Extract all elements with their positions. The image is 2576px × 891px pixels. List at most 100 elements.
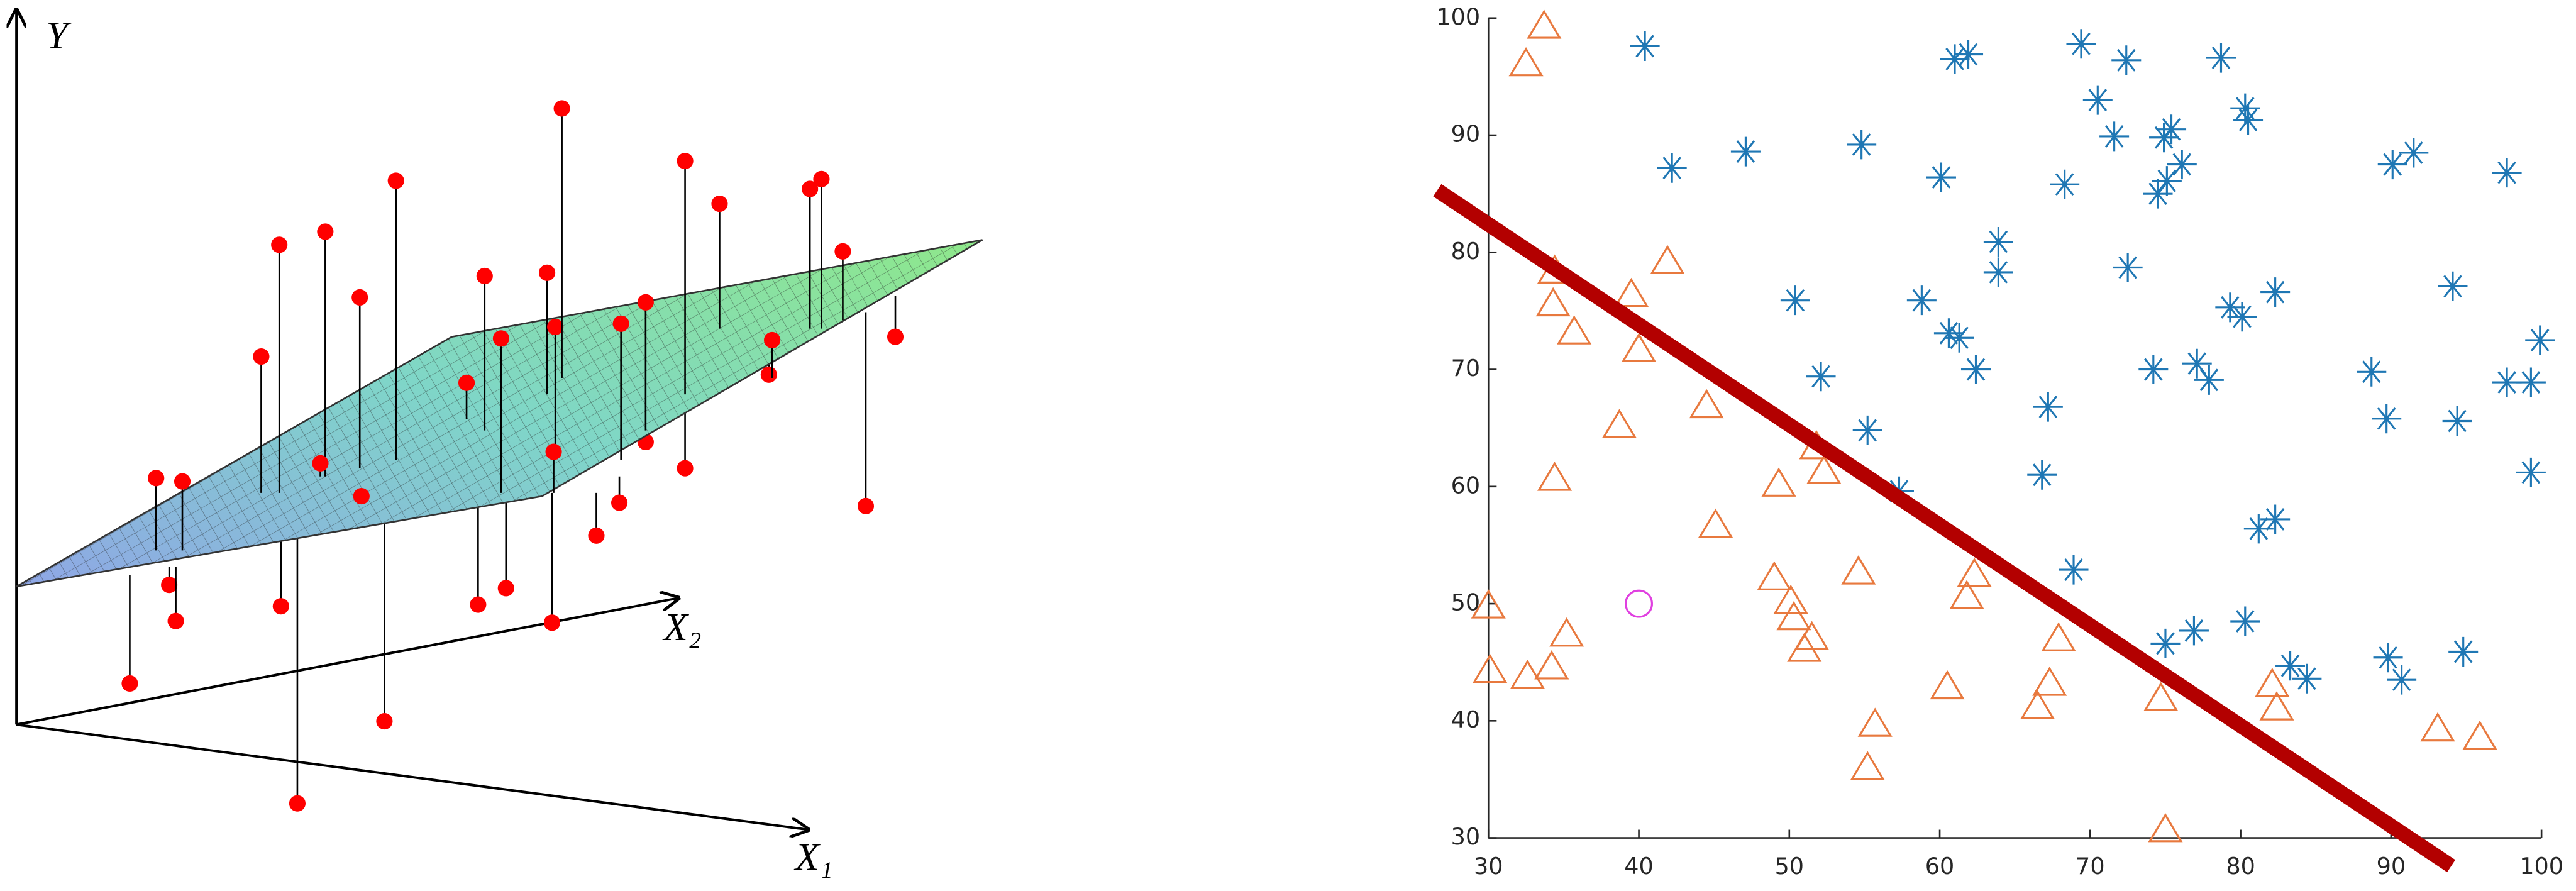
y-tick-label: 90 — [1451, 121, 1481, 148]
asterisk-point — [1906, 285, 1937, 316]
query-point — [1625, 589, 1654, 618]
asterisk-point — [2357, 357, 2387, 387]
x-tick-label: 80 — [2226, 853, 2255, 880]
asterisk-point — [1944, 323, 1974, 353]
asterisk-point — [2260, 504, 2291, 534]
asterisk-point — [1983, 227, 2013, 257]
asterisk-point — [2492, 367, 2522, 397]
point — [611, 494, 628, 511]
point — [545, 443, 562, 460]
x2-label: X₂ — [662, 605, 702, 649]
asterisk-point — [2033, 392, 2063, 422]
asterisk-point — [1940, 44, 1970, 74]
x-tick-label: 100 — [2519, 853, 2563, 880]
asterisk-point — [2292, 663, 2322, 694]
y-tick-label: 60 — [1451, 472, 1481, 499]
asterisk-point — [1806, 362, 1836, 392]
point — [539, 264, 556, 281]
asterisk-point — [2260, 277, 2291, 307]
asterisk-point — [2182, 348, 2212, 379]
point — [612, 315, 629, 332]
asterisk-point — [2157, 114, 2187, 145]
point — [271, 236, 288, 253]
triangle-point — [1850, 751, 1885, 780]
point — [497, 580, 514, 597]
x-tick-label: 50 — [1775, 853, 1805, 880]
point — [121, 675, 138, 692]
asterisk-point — [2230, 606, 2260, 636]
x-tick-label: 40 — [1624, 853, 1654, 880]
triangle-point — [2020, 690, 2055, 719]
triangle-point — [1549, 617, 1584, 647]
triangle-point — [1794, 621, 1830, 650]
y-label: Y — [46, 13, 72, 57]
point — [351, 289, 368, 306]
asterisk-point — [2167, 150, 2197, 180]
point — [588, 527, 605, 544]
point — [857, 497, 875, 514]
asterisk-point — [2059, 555, 2089, 585]
point — [887, 328, 904, 345]
triangle-point — [1621, 333, 1657, 362]
asterisk-point — [1630, 31, 1660, 61]
triangle-point — [1527, 9, 1562, 39]
asterisk-point — [2152, 166, 2182, 196]
point — [376, 713, 393, 730]
triangle-point — [1806, 455, 1842, 484]
asterisk-point — [2230, 93, 2260, 123]
point — [677, 460, 694, 477]
triangle-point — [1761, 467, 1796, 497]
triangle-point — [1857, 707, 1893, 737]
point — [711, 195, 728, 213]
point — [353, 488, 370, 505]
asterisk-point — [2233, 105, 2264, 135]
asterisk-point — [1780, 285, 1810, 316]
asterisk-point — [1983, 257, 2013, 287]
triangle-point — [1535, 287, 1571, 317]
triangle-point — [1534, 650, 1569, 680]
point — [312, 455, 329, 472]
triangle-point — [1957, 557, 1992, 587]
asterisk-point — [2227, 302, 2257, 332]
y-tick-label: 80 — [1451, 238, 1481, 265]
triangle-point — [1698, 508, 1733, 538]
point — [813, 170, 830, 187]
point — [834, 243, 851, 260]
y-tick-label: 40 — [1451, 706, 1481, 733]
asterisk-point — [2206, 43, 2236, 73]
point — [253, 348, 270, 365]
triangle-point — [2032, 667, 2067, 696]
triangle-point — [2041, 622, 2076, 651]
triangle-point — [1601, 409, 1637, 438]
point — [174, 473, 191, 490]
point — [476, 267, 493, 285]
asterisk-point — [1847, 130, 1877, 160]
point — [637, 294, 654, 311]
asterisk-point — [2179, 616, 2209, 646]
triangle-point — [1650, 245, 1685, 275]
triangle-point — [1537, 462, 1573, 491]
x-tick-label: 90 — [2377, 853, 2406, 880]
triangle-point — [1773, 584, 1808, 614]
x-tick-label: 30 — [1474, 853, 1503, 880]
x-tick-label: 60 — [1925, 853, 1955, 880]
triangle-point — [2143, 682, 2179, 711]
asterisk-point — [2194, 365, 2224, 395]
asterisk-point — [2143, 179, 2173, 209]
point — [543, 614, 560, 631]
y-tick-label: 70 — [1451, 355, 1481, 382]
triangle-point — [1930, 670, 1965, 700]
asterisk-point — [2243, 514, 2274, 544]
asterisk-point — [1933, 318, 1964, 348]
triangle-point — [1510, 659, 1545, 689]
triangle-point — [2148, 812, 2183, 843]
asterisk-point — [1730, 136, 1761, 167]
triangle-point — [1473, 653, 1508, 683]
asterisk-point — [2150, 628, 2181, 658]
asterisk-point — [2525, 325, 2555, 355]
plane-mesh — [16, 240, 983, 587]
triangle-point — [2255, 667, 2290, 697]
asterisk-point — [2050, 169, 2080, 199]
